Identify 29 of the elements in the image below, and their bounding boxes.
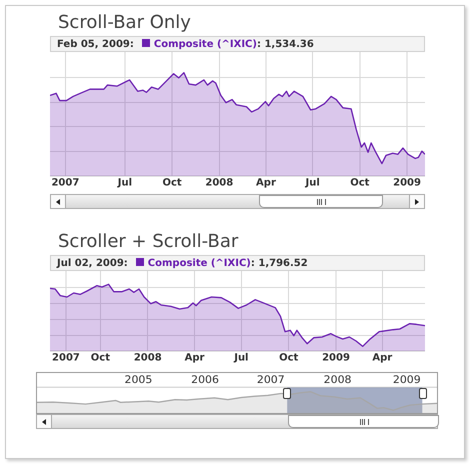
x-tick-label: 2009 — [392, 373, 421, 386]
x-tick-label: Jul — [304, 178, 320, 189]
x-tick-label: Oct — [162, 178, 182, 189]
x-tick-label: 2008 — [324, 373, 352, 386]
x-tick-label: 2007 — [52, 352, 80, 364]
text: : 1,796.52 — [250, 258, 308, 269]
legend-label: Composite (^IXIC) — [154, 39, 257, 50]
x-tick-label: Oct — [279, 352, 298, 364]
x-tick-label: 2008 — [205, 178, 234, 189]
legend-label: Composite (^IXIC) — [148, 258, 251, 269]
x-tick-label: Apr — [184, 352, 205, 364]
x-tick-label: Apr — [372, 352, 392, 364]
chart-title: Scroll-Bar Only — [57, 11, 192, 35]
text: Jul 02, 2009: — [57, 258, 128, 269]
x-tick-label: 2009 — [393, 178, 421, 189]
x-tick-label: Oct — [90, 352, 110, 364]
x-tick-label: 2006 — [191, 373, 220, 386]
x-tick-label: 2005 — [124, 373, 152, 386]
text: Feb 05, 2009: — [57, 39, 134, 50]
x-tick-label: Jul — [116, 178, 132, 189]
x-tick-label: 2007 — [51, 178, 80, 189]
x-tick-label: 2007 — [256, 373, 285, 386]
x-tick-label: Jul — [233, 352, 248, 364]
text: : 1,534.36 — [256, 39, 314, 50]
x-tick-label: Oct — [350, 178, 370, 189]
x-tick-label: 2009 — [322, 352, 350, 364]
x-tick-label: 2008 — [134, 352, 162, 364]
chart-title: Scroller + Scroll-Bar — [57, 230, 240, 254]
x-tick-label: Apr — [256, 178, 276, 189]
